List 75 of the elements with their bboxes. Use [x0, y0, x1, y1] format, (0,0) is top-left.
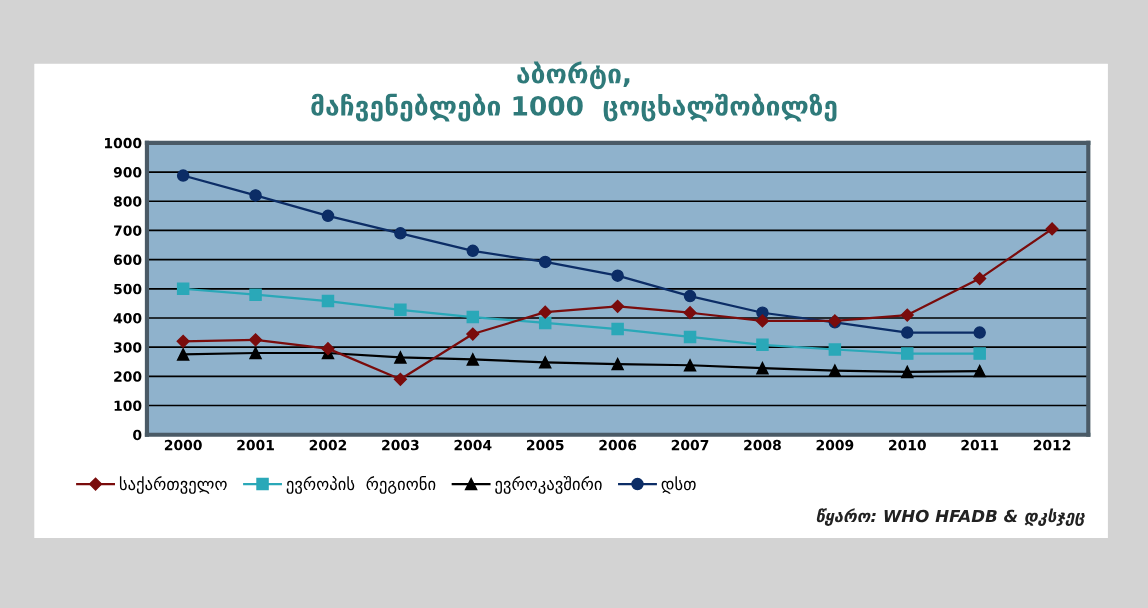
- point: [394, 351, 407, 364]
- legend-label: ევროკავშირი: [495, 475, 602, 494]
- point: [683, 330, 697, 344]
- y-tick-label: 0: [133, 429, 142, 441]
- x-tick-label: 2008: [744, 439, 781, 451]
- point: [901, 365, 914, 379]
- y-tick-label: 300: [114, 342, 142, 353]
- legend-label: ევროპის რეგიონი: [286, 476, 436, 494]
- point: [611, 357, 624, 371]
- x-tick-label: 2005: [526, 439, 564, 451]
- y-tick-label: 200: [114, 371, 142, 382]
- point: [973, 347, 986, 360]
- point: [828, 364, 842, 377]
- point: [538, 305, 552, 319]
- x-tick-label: 2000: [164, 439, 202, 451]
- point: [466, 353, 480, 366]
- x-tick-label: 2009: [816, 439, 854, 451]
- point: [466, 327, 480, 341]
- x-tick-label: 2012: [1033, 439, 1071, 451]
- point: [466, 244, 480, 258]
- point: [1045, 222, 1059, 236]
- y-tick-label: 1000: [105, 137, 142, 149]
- point: [249, 189, 262, 202]
- point: [900, 308, 914, 322]
- point: [249, 288, 262, 301]
- legend-label: საქართველო: [119, 476, 227, 494]
- point: [321, 209, 335, 223]
- y-tick-label: 100: [114, 400, 142, 412]
- y-tick-label: 400: [113, 312, 142, 324]
- point: [248, 333, 263, 347]
- point: [901, 326, 914, 339]
- x-tick-label: 2010: [889, 439, 926, 451]
- chart-title: აბორტი, მაჩვენებლები 1000 ცოცხალშობილზე: [311, 61, 837, 122]
- point: [176, 169, 190, 182]
- point: [828, 343, 842, 356]
- point: [683, 306, 697, 320]
- x-tick-label: 2003: [382, 439, 419, 451]
- point: [538, 356, 552, 369]
- y-tick-label: 500: [114, 283, 142, 295]
- y-tick-label: 600: [113, 254, 142, 266]
- point: [394, 303, 407, 317]
- y-tick-label: 900: [113, 167, 142, 178]
- point: [538, 316, 552, 330]
- x-tick-label: 2002: [309, 439, 347, 451]
- point: [249, 346, 262, 360]
- point: [611, 269, 624, 282]
- point: [973, 271, 987, 286]
- x-tick-label: 2004: [454, 439, 492, 451]
- point: [394, 227, 407, 240]
- legend-label: დსთ: [661, 476, 696, 494]
- point: [755, 314, 770, 328]
- y-tick-label: 700: [114, 225, 142, 236]
- point: [176, 348, 190, 361]
- point: [393, 372, 407, 386]
- x-tick-label: 2007: [671, 439, 709, 451]
- point: [321, 294, 335, 308]
- point: [973, 326, 986, 339]
- x-tick-label: 2006: [599, 439, 637, 451]
- point: [756, 338, 769, 352]
- point: [176, 334, 190, 348]
- point: [901, 347, 914, 360]
- point: [683, 289, 697, 303]
- y-tick-label: 800: [113, 196, 142, 207]
- point: [466, 310, 480, 324]
- point: [611, 299, 625, 313]
- point: [538, 255, 552, 269]
- point: [973, 364, 986, 378]
- x-tick-label: 2011: [961, 439, 999, 451]
- text: წყარო: WHO HFADB & დკსჯეც: [816, 508, 1085, 526]
- point: [756, 361, 769, 375]
- point: [321, 342, 335, 356]
- point: [683, 359, 697, 372]
- x-tick-label: 2001: [237, 439, 274, 451]
- point: [611, 322, 624, 336]
- point: [176, 282, 190, 296]
